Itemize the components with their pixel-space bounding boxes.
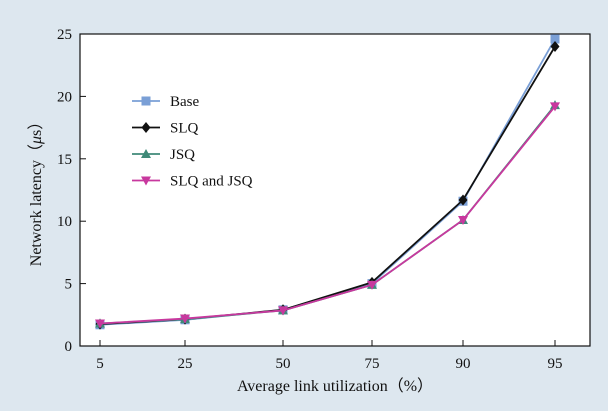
data-point	[95, 319, 105, 329]
legend-item-base: Base	[132, 94, 200, 110]
series-line	[99, 105, 556, 325]
legend-marker	[141, 176, 151, 186]
y-axis-label-suffix: s）	[27, 114, 45, 136]
data-point	[367, 280, 377, 290]
legend-item-slq: SLQ	[132, 121, 199, 137]
x-tick-label: 50	[276, 356, 291, 372]
x-tick-label: 5	[96, 356, 104, 372]
y-axis-ticks: 0 5 10 15 20 25	[57, 27, 86, 355]
data-point	[180, 314, 190, 324]
data-point	[278, 306, 288, 316]
legend-label: JSQ	[170, 147, 195, 163]
y-tick-label: 20	[57, 89, 72, 105]
legend-label: SLQ and JSQ	[170, 174, 253, 190]
data-point	[458, 194, 468, 206]
y-tick-label: 0	[65, 339, 73, 355]
legend-marker	[141, 149, 151, 158]
y-axis-label: Network latency（μs）	[27, 114, 45, 266]
series-layer	[95, 34, 560, 330]
data-point	[550, 102, 560, 112]
legend-item-slq-and-jsq: SLQ and JSQ	[132, 174, 253, 190]
data-point	[458, 215, 468, 225]
x-tick-label: 90	[456, 356, 471, 372]
legend-marker	[141, 122, 151, 133]
y-axis-label-prefix: Network latency（	[27, 144, 45, 266]
legend-label: SLQ	[170, 121, 199, 137]
y-tick-label: 5	[65, 277, 73, 293]
x-tick-label: 95	[548, 356, 563, 372]
data-point	[550, 40, 560, 52]
plot-area	[79, 33, 591, 347]
series-slq-and-jsq	[95, 102, 560, 329]
legend-item-jsq: JSQ	[132, 147, 195, 163]
y-tick-label: 10	[57, 214, 72, 230]
x-axis-label: Average link utilization（%）	[237, 377, 433, 395]
y-tick-label: 25	[57, 27, 72, 43]
x-tick-label: 25	[178, 356, 193, 372]
data-point	[550, 34, 560, 44]
y-tick-label: 15	[57, 152, 72, 168]
x-axis-ticks: 5 25 50 75 90 95	[96, 340, 563, 372]
x-tick-label: 75	[365, 356, 380, 372]
legend-marker	[141, 96, 151, 106]
y-axis-label-mu: μ	[28, 136, 45, 145]
legend-label: Base	[170, 94, 200, 110]
legend: Base SLQ JSQ SLQ and JSQ	[132, 94, 253, 190]
